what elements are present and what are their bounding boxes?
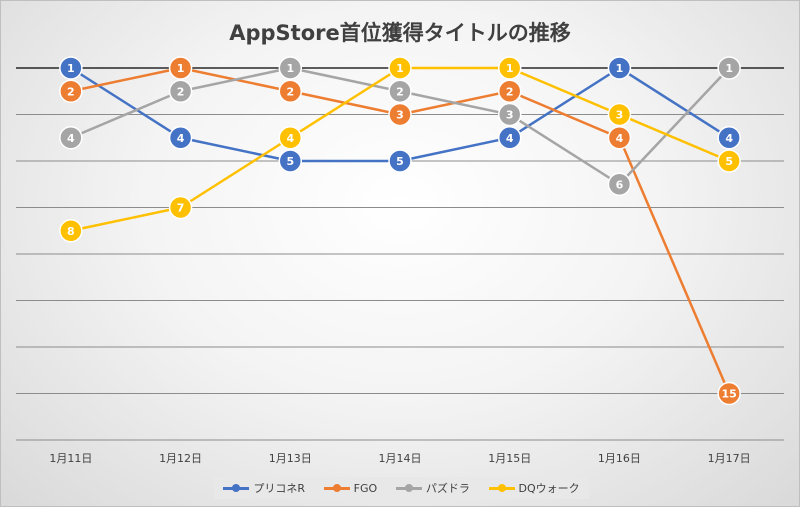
data-label: 3 <box>506 109 514 122</box>
data-label: 4 <box>506 132 514 145</box>
data-point <box>607 56 632 80</box>
data-point <box>388 149 412 173</box>
data-point <box>59 56 83 80</box>
data-label: 3 <box>396 109 404 122</box>
x-tick-label: 1月14日 <box>379 452 422 465</box>
data-label: 3 <box>616 109 624 122</box>
data-label: 4 <box>616 132 624 145</box>
legend-swatch-series-2 <box>323 483 350 493</box>
data-point <box>607 172 632 196</box>
data-label: 6 <box>616 178 624 191</box>
data-point <box>607 102 632 127</box>
x-tick-label: 1月16日 <box>598 452 641 465</box>
data-label: 5 <box>286 155 294 168</box>
data-label: 7 <box>177 202 185 215</box>
data-point <box>388 102 412 127</box>
data-point <box>278 56 303 80</box>
legend-item-series-2: FGO <box>323 481 378 495</box>
data-label: 1 <box>506 62 514 75</box>
legend-label-series-3: パズドラ <box>425 482 470 495</box>
data-point <box>278 149 303 173</box>
data-label: 2 <box>67 85 75 98</box>
legend: プリコネR FGO パズドラ DQウォーク <box>214 477 589 499</box>
data-point <box>278 126 303 150</box>
data-label: 4 <box>725 132 733 145</box>
data-point <box>388 56 412 80</box>
data-label: 1 <box>396 62 404 75</box>
data-label: 4 <box>177 132 185 145</box>
data-label: 1 <box>67 62 75 75</box>
legend-item-series-4: DQウォーク <box>488 480 580 496</box>
data-label: 1 <box>616 62 624 75</box>
data-point <box>168 126 193 150</box>
legend-swatch-series-4 <box>488 483 515 493</box>
data-point <box>717 149 741 173</box>
data-point <box>168 195 193 220</box>
data-point <box>278 79 303 103</box>
data-point <box>717 56 741 80</box>
data-label: 4 <box>67 132 75 145</box>
legend-swatch-series-1 <box>223 483 250 493</box>
data-point <box>59 219 83 243</box>
chart-title: AppStore首位獲得タイトルの推移 <box>229 21 571 45</box>
data-point <box>59 126 83 150</box>
data-point <box>497 56 522 80</box>
data-label: 15 <box>721 388 736 401</box>
legend-item-series-3: パズドラ <box>395 480 470 496</box>
data-label: 1 <box>177 62 185 75</box>
legend-label-series-2: FGO <box>353 481 378 495</box>
data-point <box>607 126 632 150</box>
x-tick-label: 1月12日 <box>159 452 202 465</box>
data-label: 1 <box>286 62 294 75</box>
data-point <box>717 381 741 406</box>
data-label: 5 <box>725 155 733 168</box>
x-tick-label: 1月17日 <box>708 452 751 465</box>
data-point <box>388 79 412 103</box>
data-point <box>717 126 741 150</box>
data-label: 2 <box>396 85 404 98</box>
data-label: 5 <box>396 155 404 168</box>
legend-item-series-1: プリコネR <box>223 480 305 496</box>
data-point <box>168 56 193 80</box>
legend-swatch-series-3 <box>395 483 422 493</box>
data-point <box>497 126 522 150</box>
x-tick-label: 1月15日 <box>488 452 531 465</box>
legend-label-series-1: プリコネR <box>253 482 305 495</box>
data-label: 2 <box>506 85 514 98</box>
data-point <box>168 79 193 103</box>
x-tick-label: 1月13日 <box>269 452 312 465</box>
legend-label-series-4: DQウォーク <box>518 482 580 495</box>
data-point <box>497 79 522 103</box>
x-tick-label: 1月11日 <box>49 452 92 465</box>
data-label: 2 <box>286 85 294 98</box>
data-label: 1 <box>725 62 733 75</box>
data-label: 2 <box>177 85 185 98</box>
data-point <box>497 102 522 127</box>
data-label: 4 <box>286 132 294 145</box>
data-point <box>59 79 83 103</box>
data-label: 8 <box>67 225 75 238</box>
